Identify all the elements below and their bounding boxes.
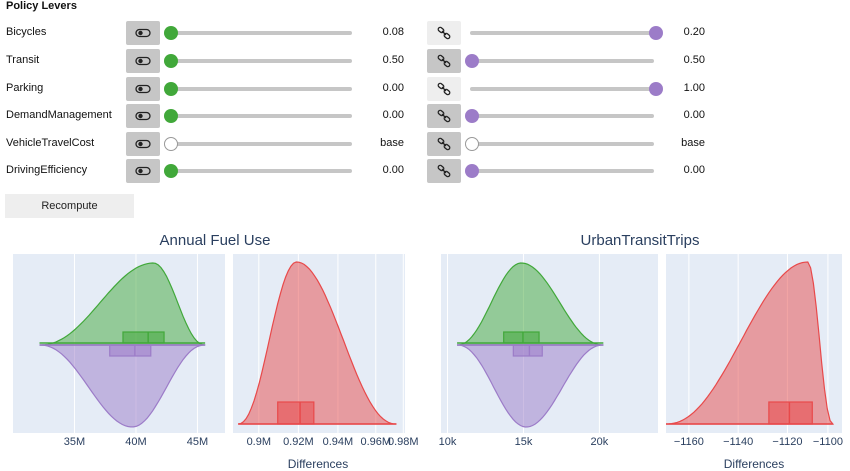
slider-handle[interactable] — [164, 164, 178, 178]
slider-value: base — [681, 137, 705, 149]
slider-handle[interactable] — [164, 109, 178, 123]
slider-value: base — [380, 137, 404, 149]
policy-levers-title: Policy Levers — [6, 0, 77, 12]
box — [503, 331, 540, 344]
slider-track[interactable] — [168, 31, 352, 35]
xlabel-fuel-diff: Differences — [287, 457, 349, 471]
link-button[interactable] — [427, 104, 461, 128]
slider-value: 0.00 — [382, 82, 404, 94]
lever-row-transit: Transit 0.50 0.50 — [0, 48, 850, 74]
slider-value: 0.00 — [382, 164, 404, 176]
slider-value: 0.00 — [683, 109, 705, 121]
chart-title-fuel: Annual Fuel Use — [159, 232, 271, 249]
slider-track[interactable] — [470, 169, 654, 173]
tick-label: −1100 — [813, 436, 843, 448]
slider-handle[interactable] — [164, 137, 178, 151]
lever-label: DrivingEfficiency — [6, 164, 88, 176]
slider-value: 0.20 — [683, 26, 705, 38]
violin-shape — [39, 262, 206, 346]
slider-value: 0.08 — [382, 26, 404, 38]
lever-row-parking: Parking 0.00 1.00 — [0, 76, 850, 102]
slider-track[interactable] — [168, 59, 352, 63]
tick-label: 45M — [187, 436, 208, 448]
chart-title-transit: UrbanTransitTrips — [580, 232, 700, 249]
box — [277, 401, 315, 425]
slider-value: 0.50 — [382, 54, 404, 66]
violin-shape — [238, 261, 397, 425]
link-button[interactable] — [427, 49, 461, 73]
link-button[interactable] — [427, 159, 461, 183]
slider-handle[interactable] — [649, 82, 663, 96]
lever-row-vehicletravelcost: VehicleTravelCost base base — [0, 131, 850, 157]
slider-track[interactable] — [470, 142, 654, 146]
tick-label: 20k — [591, 436, 609, 448]
lever-label: Bicycles — [6, 26, 47, 38]
slider-value: 0.00 — [382, 109, 404, 121]
toggle-button[interactable] — [126, 159, 160, 183]
slider-track[interactable] — [168, 87, 352, 91]
slider-handle[interactable] — [164, 26, 178, 40]
slider-handle[interactable] — [465, 137, 479, 151]
link-button[interactable] — [427, 21, 461, 45]
slider-track[interactable] — [168, 169, 352, 173]
slider-handle[interactable] — [465, 109, 479, 123]
box — [109, 344, 152, 357]
toggle-button[interactable] — [126, 21, 160, 45]
box — [122, 331, 165, 344]
tick-label: −1120 — [772, 436, 802, 448]
lever-label: VehicleTravelCost — [6, 137, 95, 149]
toggle-button[interactable] — [126, 132, 160, 156]
slider-handle[interactable] — [465, 54, 479, 68]
slider-track[interactable] — [470, 114, 654, 118]
slider-handle[interactable] — [465, 164, 479, 178]
slider-track[interactable] — [470, 87, 654, 91]
slider-handle[interactable] — [164, 82, 178, 96]
lever-label: DemandManagement — [6, 109, 112, 121]
link-button[interactable] — [427, 77, 461, 101]
slider-handle[interactable] — [649, 26, 663, 40]
tick-label: 0.94M — [323, 436, 354, 448]
tick-label: 15k — [515, 436, 533, 448]
slider-track[interactable] — [470, 59, 654, 63]
link-button[interactable] — [427, 132, 461, 156]
tick-label: 40M — [125, 436, 146, 448]
tick-label: 0.92M — [283, 436, 314, 448]
slider-handle[interactable] — [164, 54, 178, 68]
slider-track[interactable] — [168, 142, 352, 146]
toggle-button[interactable] — [126, 77, 160, 101]
slider-value: 0.50 — [683, 54, 705, 66]
slider-track[interactable] — [470, 31, 654, 35]
violin-shape — [39, 344, 206, 428]
tick-label: 0.9M — [247, 436, 271, 448]
violin-shape — [457, 262, 604, 346]
lever-row-demandmanagement: DemandManagement 0.00 0.00 — [0, 103, 850, 129]
toggle-button[interactable] — [126, 49, 160, 73]
toggle-button[interactable] — [126, 104, 160, 128]
box — [768, 401, 813, 425]
violin-shape — [457, 344, 604, 428]
lever-row-drivingefficiency: DrivingEfficiency 0.00 0.00 — [0, 158, 850, 184]
tick-label: 0.98M — [388, 436, 419, 448]
tick-label: −1160 — [674, 436, 704, 448]
slider-value: 1.00 — [683, 82, 705, 94]
violin-shape — [665, 261, 835, 425]
slider-track[interactable] — [168, 114, 352, 118]
lever-label: Transit — [6, 54, 40, 66]
recompute-button[interactable]: Recompute — [5, 194, 134, 218]
lever-label: Parking — [6, 82, 44, 94]
tick-label: 10k — [439, 436, 457, 448]
lever-row-bicycles: Bicycles 0.08 0.20 — [0, 20, 850, 46]
xlabel-transit-diff: Differences — [723, 457, 785, 471]
box — [512, 344, 543, 357]
slider-value: 0.00 — [683, 164, 705, 176]
tick-label: −1140 — [723, 436, 753, 448]
tick-label: 35M — [64, 436, 85, 448]
tick-label: 0.96M — [360, 436, 391, 448]
